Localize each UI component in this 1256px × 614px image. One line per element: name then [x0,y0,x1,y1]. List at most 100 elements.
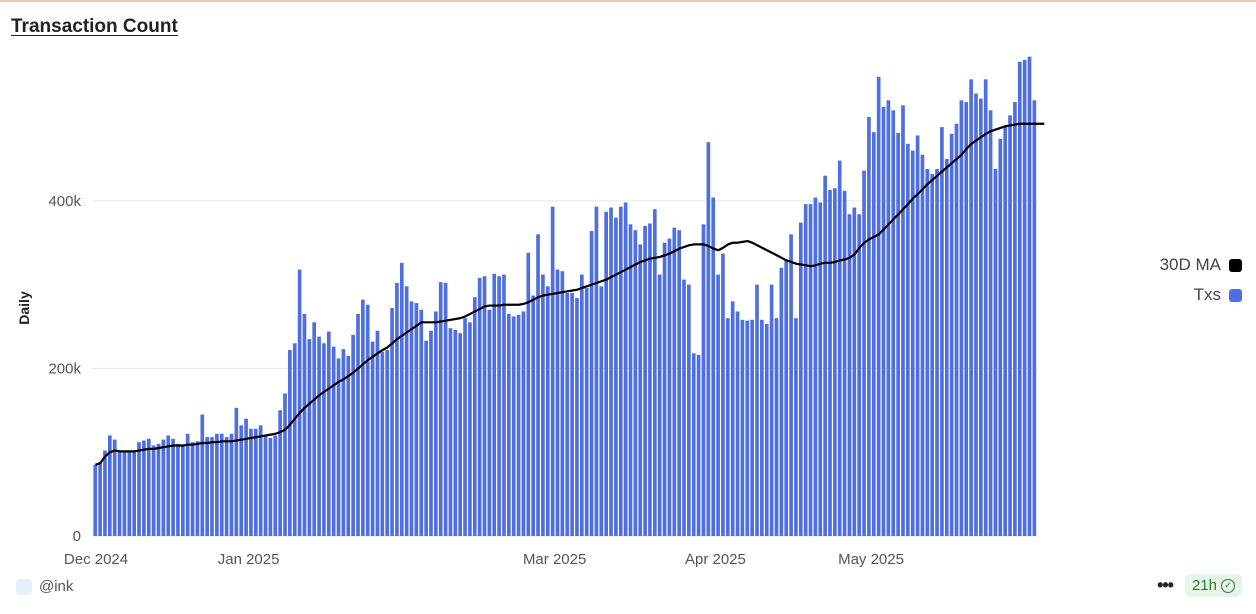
bar[interactable] [784,259,789,536]
bar[interactable] [633,230,638,536]
bar[interactable] [701,224,706,537]
more-options-icon[interactable]: ••• [1157,575,1174,595]
bar[interactable] [487,309,492,536]
bar[interactable] [983,79,988,536]
bar[interactable] [803,204,808,536]
bar[interactable] [979,98,983,536]
bar[interactable] [215,433,219,536]
bar[interactable] [555,269,560,536]
bar[interactable] [550,206,555,536]
bar[interactable] [112,439,117,536]
bar[interactable] [862,170,866,536]
bar[interactable] [901,105,905,537]
bar[interactable] [735,311,740,536]
bar[interactable] [687,284,691,536]
bar[interactable] [1003,127,1008,536]
bar[interactable] [297,269,302,536]
author-attribution[interactable]: @ink [16,578,73,595]
bar[interactable] [823,175,827,536]
bar[interactable] [1013,101,1017,536]
bar[interactable] [716,274,720,536]
bar[interactable] [249,428,253,536]
bar[interactable] [429,330,433,536]
bar[interactable] [745,320,750,536]
bar[interactable] [219,433,224,536]
bar[interactable] [132,452,136,536]
bar[interactable] [146,438,151,536]
bar[interactable] [1017,61,1022,536]
bar[interactable] [886,100,891,536]
bar[interactable] [375,330,380,536]
bar[interactable] [127,452,132,536]
bar[interactable] [623,202,628,537]
bar[interactable] [964,101,969,536]
bar[interactable] [1032,100,1037,536]
bar[interactable] [906,143,910,536]
bar[interactable] [424,340,428,536]
bar[interactable] [750,319,754,536]
bar[interactable] [876,76,881,536]
bar[interactable] [239,425,244,536]
bar[interactable] [244,418,248,536]
bar[interactable] [414,303,419,536]
bar[interactable] [833,188,837,536]
bar[interactable] [98,462,102,536]
bar[interactable] [837,160,842,537]
bar[interactable] [93,464,98,536]
bar[interactable] [385,349,390,536]
bar[interactable] [789,234,793,536]
bar[interactable] [618,206,623,536]
bar[interactable] [725,318,730,536]
bar[interactable] [755,284,759,536]
bar[interactable] [370,341,375,536]
bar[interactable] [180,445,185,537]
bar[interactable] [589,230,594,537]
bar[interactable] [993,168,998,537]
bar[interactable] [351,334,355,536]
bar[interactable] [516,314,521,536]
bar[interactable] [161,439,166,536]
bar[interactable] [468,322,472,536]
bar[interactable] [667,238,672,536]
bar[interactable] [852,207,857,536]
bar[interactable] [1008,115,1012,537]
freshness-badge[interactable]: 21h ✓ [1184,574,1242,597]
bar[interactable] [818,202,823,537]
bar[interactable] [794,318,798,536]
bar[interactable] [336,358,341,536]
bar[interactable] [482,276,487,536]
bar[interactable] [326,331,331,536]
bar[interactable] [492,273,497,536]
bar[interactable] [472,297,477,536]
bar[interactable] [691,353,696,536]
bar[interactable] [361,299,365,536]
bar[interactable] [229,433,234,536]
bar[interactable] [915,135,920,536]
bar[interactable] [190,442,195,536]
bar[interactable] [443,282,448,536]
bar[interactable] [176,443,180,536]
bar[interactable] [857,214,862,537]
bar[interactable] [395,282,399,536]
bar[interactable] [672,227,677,536]
bar[interactable] [774,318,779,536]
bar[interactable] [307,339,312,536]
bar[interactable] [828,189,832,536]
bar[interactable] [711,197,716,537]
bar[interactable] [998,138,1003,536]
bar[interactable] [769,284,774,536]
bar[interactable] [185,433,190,536]
bar[interactable] [604,211,608,536]
bar[interactable] [944,158,949,536]
bar[interactable] [263,434,268,536]
bar[interactable] [628,224,633,537]
bar[interactable] [317,336,321,536]
bar[interactable] [288,349,292,536]
bar[interactable] [200,414,205,537]
bar[interactable] [847,214,852,537]
bar[interactable] [365,304,370,536]
bar[interactable] [122,452,127,536]
bar[interactable] [584,287,589,536]
bar[interactable] [399,262,404,536]
bar[interactable] [497,276,501,536]
